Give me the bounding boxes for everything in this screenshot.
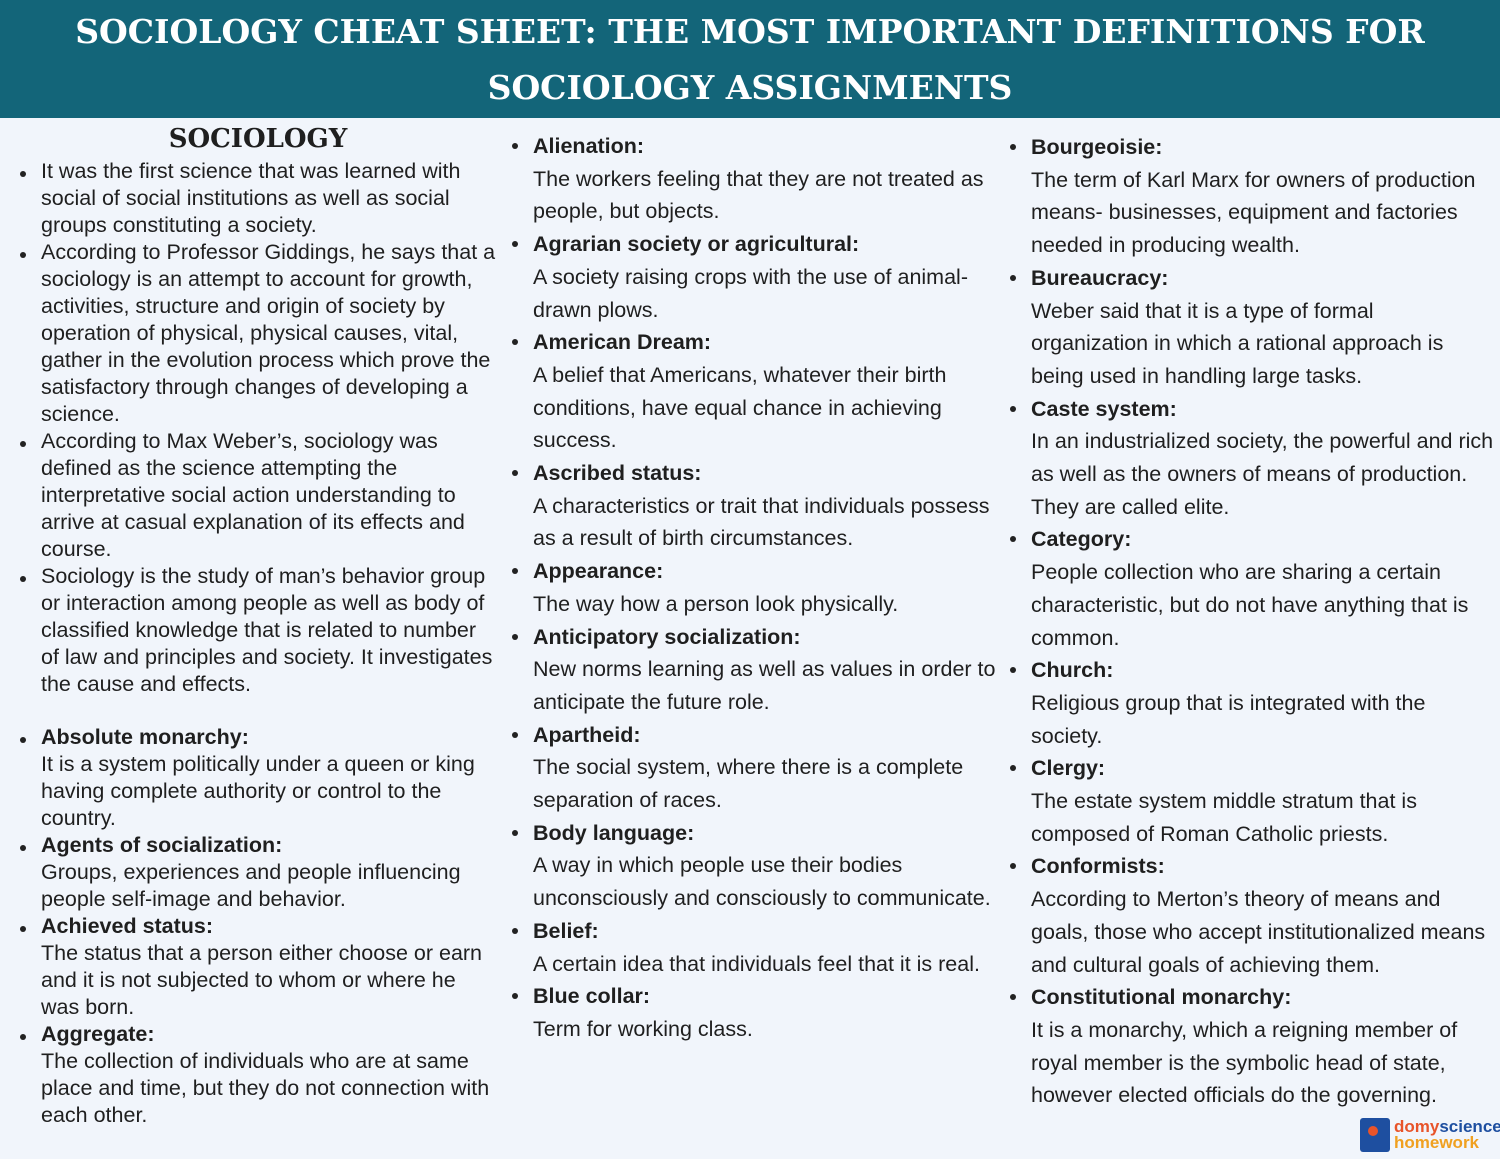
term: Agents of socialization: (41, 833, 283, 857)
definition: A characteristics or trait that individu… (533, 493, 990, 551)
definition: The term of Karl Marx for owners of prod… (1031, 167, 1476, 258)
definition: It is a system politically under a queen… (41, 752, 475, 830)
term: Agrarian society or agricultural: (533, 232, 860, 257)
column-1: SOCIOLOGY It was the first science that … (18, 124, 498, 1129)
list-item: Aggregate: The collection of individuals … (18, 1021, 498, 1129)
book-icon (1360, 1118, 1390, 1152)
definition: People collection who are sharing a cert… (1031, 560, 1469, 650)
term: American Dream: (533, 330, 712, 355)
definition: The collection of individuals who are at… (41, 1049, 490, 1127)
list-item: Category: People collection who are shari… (1008, 523, 1494, 654)
definition: The estate system middle stratum that is… (1031, 789, 1417, 846)
list-item: Agrarian society or agricultural: A socie… (510, 228, 1000, 326)
list-item: Caste system: In an industrialized societ… (1008, 393, 1494, 524)
list-item: Constitutional monarchy: It is a monarchy… (1008, 981, 1494, 1112)
definition: Religious group that is integrated with … (1031, 690, 1426, 748)
term: Conformists: (1031, 854, 1165, 879)
term: Belief: (533, 918, 599, 943)
definition: The status that a person either choose o… (41, 941, 483, 1019)
list-item: Clergy: The estate system middle stratum … (1008, 752, 1494, 850)
page-header: SOCIOLOGY CHEAT SHEET: THE MOST IMPORTAN… (0, 0, 1500, 118)
list-item: Sociology is the study of man’s behavior… (18, 563, 498, 698)
list-item: Conformists: According to Merton’s theory… (1008, 850, 1494, 981)
list-item: According to Professor Giddings, he says… (18, 239, 498, 428)
list-item: It was the first science that was learne… (18, 158, 498, 239)
list-item: Anticipatory socialization: New norms lea… (510, 621, 1000, 719)
definition: A way in which people use their bodies u… (533, 853, 991, 911)
section-heading: SOCIOLOGY (168, 124, 348, 154)
term: Blue collar: (533, 984, 651, 1009)
term: Caste system: (1031, 396, 1177, 421)
page-title-line1: SOCIOLOGY CHEAT SHEET: THE MOST IMPORTAN… (75, 12, 1425, 51)
definition: Term for working class. (533, 1016, 753, 1041)
term: Alienation: (533, 134, 645, 158)
terms-list: Absolute monarchy: It is a system politic… (18, 724, 498, 1129)
term: Aggregate: (41, 1022, 155, 1046)
intro-list: It was the first science that was learne… (18, 158, 498, 698)
term: Absolute monarchy: (41, 725, 249, 749)
column-2: Alienation: The workers feeling that they… (510, 130, 1000, 1046)
terms-list: Alienation: The workers feeling that they… (510, 130, 1000, 1046)
definition: Groups, experiences and people influenci… (41, 860, 461, 911)
definition: In an industrialized society, the powerf… (1031, 429, 1494, 519)
term: Church: (1031, 658, 1114, 683)
list-item: Alienation: The workers feeling that they… (510, 130, 1000, 228)
definition: Weber said that it is a type of formal o… (1031, 298, 1444, 388)
term: Apartheid: (533, 722, 641, 747)
list-item: American Dream: A belief that Americans, … (510, 326, 1000, 457)
list-item: Bureaucracy: Weber said that it is a type… (1008, 262, 1494, 393)
list-item: Church: Religious group that is integrate… (1008, 654, 1494, 752)
list-item: Appearance: The way how a person look phy… (510, 555, 1000, 620)
column-3: Bourgeoisie: The term of Karl Marx for ow… (1008, 131, 1494, 1112)
definition: A belief that Americans, whatever their … (533, 362, 947, 453)
definition: The social system, where there is a comp… (533, 755, 964, 813)
definition: New norms learning as well as values in … (533, 657, 996, 714)
term: Constitutional monarchy: (1031, 985, 1292, 1010)
brand-logo: domyscience homework (1360, 1118, 1500, 1152)
terms-list: Bourgeoisie: The term of Karl Marx for ow… (1008, 131, 1494, 1112)
definition: A society raising crops with the use of … (533, 264, 968, 322)
list-item: Achieved status: The status that a person… (18, 913, 498, 1021)
list-item: Apartheid: The social system, where there… (510, 719, 1000, 817)
term: Appearance: (533, 559, 664, 584)
term: Bourgeoisie: (1031, 135, 1163, 159)
term: Bureaucracy: (1031, 265, 1169, 290)
list-item: Agents of socialization: Groups, experien… (18, 832, 498, 913)
definition: According to Merton’s theory of means an… (1031, 887, 1486, 977)
term: Ascribed status: (533, 461, 702, 486)
list-item: Ascribed status: A characteristics or tra… (510, 457, 1000, 555)
list-item: According to Max Weber’s, sociology was … (18, 428, 498, 563)
term: Anticipatory socialization: (533, 624, 801, 649)
list-item: Belief: A certain idea that individuals f… (510, 915, 1000, 980)
list-item: Blue collar: Term for working class. (510, 980, 1000, 1045)
definition: It is a monarchy, which a reigning membe… (1031, 1017, 1458, 1108)
list-item: Body language: A way in which people use … (510, 817, 1000, 915)
page-title-line2: SOCIOLOGY ASSIGNMENTS (487, 68, 1013, 107)
definition: The way how a person look physically. (533, 591, 899, 616)
term: Clergy: (1031, 756, 1106, 781)
list-item: Absolute monarchy: It is a system politic… (18, 724, 498, 832)
term: Body language: (533, 820, 695, 845)
definition: A certain idea that individuals feel tha… (533, 951, 980, 976)
list-item: Bourgeoisie: The term of Karl Marx for ow… (1008, 131, 1494, 262)
term: Achieved status: (41, 914, 214, 938)
term: Category: (1031, 527, 1132, 552)
definition: The workers feeling that they are not tr… (533, 166, 984, 224)
